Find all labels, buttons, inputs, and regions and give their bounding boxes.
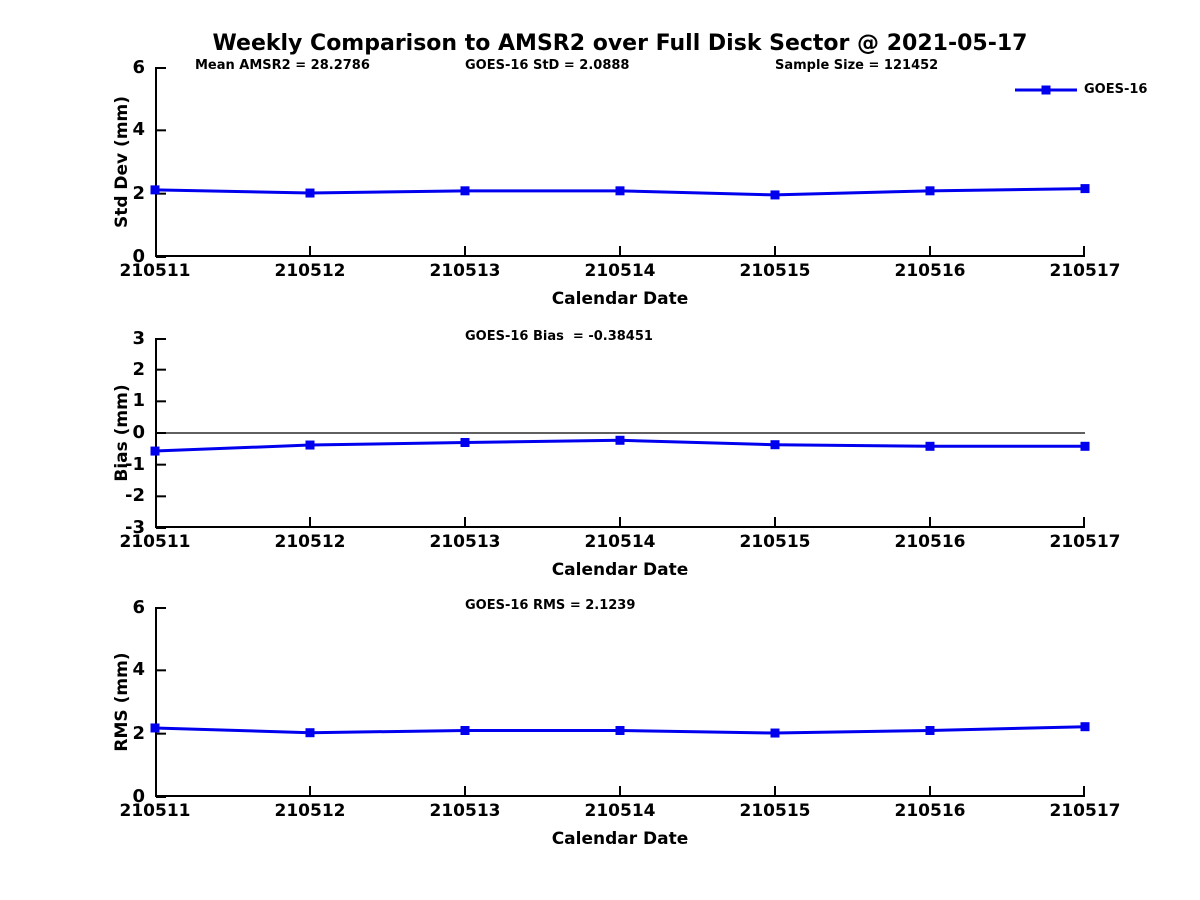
legend: GOES-16	[1015, 82, 1147, 97]
data-point-marker	[150, 185, 160, 195]
x-tick-label: 210511	[119, 801, 191, 821]
y-tick-label: 3	[132, 328, 145, 349]
data-point-marker	[150, 723, 160, 733]
y-tick-label: 0	[132, 786, 145, 807]
x-tick-label: 210516	[894, 261, 966, 281]
x-tick-label: 210512	[274, 261, 346, 281]
x-tick-label: 210515	[739, 261, 811, 281]
legend-label: GOES-16	[1084, 82, 1148, 97]
data-point-marker	[615, 435, 625, 445]
data-point-marker	[1080, 184, 1090, 194]
x-tick-label: 210511	[119, 261, 191, 281]
y-tick-label: 6	[132, 597, 145, 618]
y-tick-label: 2	[132, 722, 145, 744]
x-tick-label: 210514	[584, 261, 656, 281]
data-point-marker	[305, 440, 315, 450]
legend-line-sample	[1015, 85, 1077, 94]
annotation: GOES-16 RMS = 2.1239	[465, 598, 636, 613]
y-tick-label: 4	[132, 659, 145, 681]
data-point-marker	[770, 190, 780, 200]
data-point-marker	[305, 728, 315, 738]
annotation: Sample Size = 121452	[775, 58, 939, 73]
y-tick-label: 6	[132, 57, 145, 78]
plot-area-rms	[150, 607, 1090, 798]
data-point-marker	[1080, 441, 1090, 451]
y-tick-label: 2	[132, 182, 145, 204]
x-axis-label: Calendar Date	[551, 829, 689, 849]
data-point-marker	[770, 440, 780, 450]
data-point-marker	[770, 728, 780, 738]
y-tick-label: -3	[125, 517, 145, 538]
data-point-marker	[925, 441, 935, 451]
x-tick-label: 210512	[274, 532, 346, 552]
plot-area-bias	[150, 338, 1090, 529]
data-point-marker	[150, 446, 160, 456]
y-tick-label: 2	[132, 358, 145, 380]
annotation: Mean AMSR2 = 28.2786	[195, 58, 370, 73]
data-point-marker	[460, 186, 470, 196]
x-tick-label: 210517	[1049, 261, 1121, 281]
y-tick-label: 4	[132, 119, 145, 141]
x-axis-label: Calendar Date	[551, 289, 689, 309]
x-axis-label: Calendar Date	[551, 560, 689, 580]
data-point-marker	[615, 186, 625, 196]
x-tick-label: 210515	[739, 801, 811, 821]
annotation: GOES-16 Bias = -0.38451	[465, 329, 653, 344]
data-point-marker	[615, 726, 625, 735]
data-point-marker	[1080, 722, 1090, 732]
x-tick-label: 210513	[429, 801, 501, 821]
y-tick-label: 1	[132, 390, 145, 412]
x-tick-label: 210516	[894, 801, 966, 821]
x-tick-label: 210517	[1049, 532, 1121, 552]
x-tick-label: 210512	[274, 801, 346, 821]
legend-marker	[1041, 85, 1051, 94]
data-point-marker	[460, 726, 470, 735]
x-tick-label: 210513	[429, 532, 501, 552]
y-tick-label: 0	[132, 246, 145, 267]
x-tick-label: 210514	[584, 532, 656, 552]
x-tick-label: 210515	[739, 532, 811, 552]
x-tick-label: 210516	[894, 532, 966, 552]
data-point-marker	[925, 726, 935, 735]
plot-area-std-dev	[150, 67, 1090, 258]
y-axis-label: Std Dev (mm)	[112, 95, 132, 229]
data-point-marker	[305, 188, 315, 198]
y-tick-label: 0	[132, 422, 145, 443]
x-tick-label: 210514	[584, 801, 656, 821]
y-tick-label: -2	[125, 485, 145, 507]
annotation: GOES-16 StD = 2.0888	[465, 58, 630, 73]
y-axis-label: Bias (mm)	[112, 384, 132, 482]
data-point-marker	[925, 186, 935, 196]
x-tick-label: 210517	[1049, 801, 1121, 821]
y-tick-label: -1	[125, 453, 145, 475]
y-axis-label: RMS (mm)	[112, 652, 132, 752]
data-point-marker	[460, 438, 470, 447]
x-tick-label: 210513	[429, 261, 501, 281]
figure-title: Weekly Comparison to AMSR2 over Full Dis…	[212, 31, 1028, 56]
x-tick-label: 210511	[119, 532, 191, 552]
